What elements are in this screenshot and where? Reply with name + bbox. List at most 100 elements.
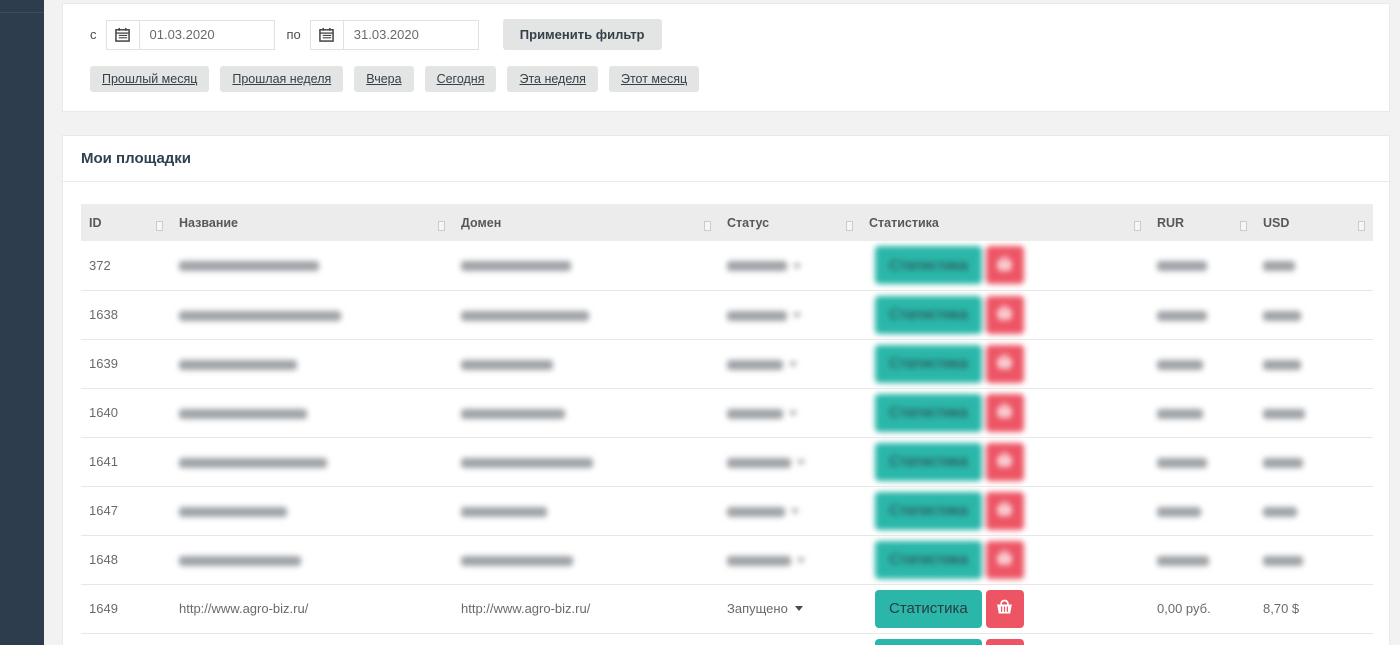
redacted-status [727,307,801,322]
date-from-input[interactable] [138,19,275,50]
redacted-status-bar [727,359,783,370]
redacted-rur [1157,457,1207,468]
table-row-partial: Статистика [81,633,1373,645]
cell-domain [453,290,719,340]
sort-icon[interactable] [846,221,853,231]
cell-id: 1640 [81,388,171,438]
cell-id: 1647 [81,486,171,536]
redacted-rur [1157,408,1203,419]
quick-range-button[interactable]: Прошлая неделя [220,66,344,92]
date-filter-panel: с по [62,3,1390,112]
column-header-label: Статистика [869,215,939,230]
delete-site-button[interactable] [985,491,1024,530]
column-header-домен[interactable]: Домен [453,204,719,241]
statistics-button[interactable]: Статистика [875,344,982,383]
cell-rur: 0,00 руб. [1149,584,1255,634]
cell-statistics: Статистика [861,535,1149,585]
cell-domain [453,339,719,389]
statistics-button[interactable]: Статистика [875,589,982,628]
sort-icon[interactable] [1240,221,1247,231]
cell-status [719,535,861,585]
cell-name [171,486,453,536]
redacted-status [727,405,797,420]
calendar-icon[interactable] [105,19,139,50]
delete-site-button[interactable] [985,540,1024,579]
basket-icon [995,550,1014,569]
column-header-inner: Название [179,214,445,231]
delete-site-button[interactable] [985,393,1024,432]
cell-name [171,535,453,585]
panel-title: Мои площадки [81,150,192,167]
statistics-button[interactable]: Статистика [875,246,982,285]
cell-domain [453,388,719,438]
delete-site-button[interactable] [985,442,1024,481]
cell-statistics: Статистика [861,388,1149,438]
cell-status [719,388,861,438]
sort-icon[interactable] [1358,221,1365,231]
apply-filter-button[interactable]: Применить фильтр [502,19,662,50]
column-header-inner: RUR [1157,214,1247,231]
sort-icon[interactable] [438,221,445,231]
cell-domain [453,437,719,487]
panel-body: ID Название Домен Статус Статистика RUR USD 37… [63,182,1389,645]
statistics-button[interactable]: Статистика [875,442,982,481]
cell-status: Запущено [719,584,861,634]
row-actions: Статистика [875,540,1024,579]
cell-statistics: Статистика [861,241,1149,291]
date-to-input[interactable] [342,19,479,50]
basket-icon [995,354,1014,373]
cell-rur [1149,388,1255,438]
status-dropdown[interactable]: Запущено [727,601,803,616]
redacted-domain [461,310,589,321]
delete-site-button[interactable] [985,589,1024,628]
column-header-статистика[interactable]: Статистика [861,204,1149,241]
delete-site-button[interactable] [985,638,1024,645]
quick-range-button[interactable]: Эта неделя [507,66,598,92]
basket-icon [995,501,1014,520]
sort-icon[interactable] [156,221,163,231]
cell-status [719,486,861,536]
quick-range-button[interactable]: Вчера [354,66,414,92]
redacted-usd [1263,408,1305,419]
cell-id: 1639 [81,339,171,389]
cell-rur [1149,339,1255,389]
redacted-usd [1263,359,1301,370]
table-row: 1639 Статистика [81,339,1373,389]
row-actions: Статистика [875,246,1024,285]
cell-name: http://www.agro-biz.ru/ [171,584,453,634]
cell-rur [1149,241,1255,291]
statistics-button[interactable]: Статистика [875,393,982,432]
quick-range-button[interactable]: Этот месяц [608,66,700,92]
redacted-name [179,408,307,419]
quick-range-button[interactable]: Прошлый месяц [90,66,210,92]
column-header-статус[interactable]: Статус [719,204,861,241]
redacted-status-bar [727,506,785,517]
date-to-label: по [286,27,301,42]
redacted-status-bar [727,555,791,566]
column-header-id[interactable]: ID [81,204,171,241]
cell-name [171,437,453,487]
row-actions: Статистика [875,295,1024,334]
statistics-button[interactable]: Статистика [875,491,982,530]
column-header-inner: Статистика [869,214,1141,231]
caret-down-icon [789,411,797,417]
delete-site-button[interactable] [985,246,1024,285]
cell-rur [1149,535,1255,585]
quick-range-button[interactable]: Сегодня [424,66,497,92]
quick-range-row: Прошлый месяц Прошлая неделя Вчера Сегодня Э… [90,66,1374,92]
delete-site-button[interactable] [985,344,1024,383]
statistics-button[interactable]: Статистика [875,540,982,579]
redacted-status [727,258,801,273]
delete-site-button[interactable] [985,295,1024,334]
cell [171,633,453,645]
sort-icon[interactable] [704,221,711,231]
column-header-rur[interactable]: RUR [1149,204,1255,241]
column-header-usd[interactable]: USD [1255,204,1373,241]
redacted-name [179,310,341,321]
column-header-название[interactable]: Название [171,204,453,241]
statistics-button[interactable]: Статистика [875,638,982,645]
cell-status [719,437,861,487]
statistics-button[interactable]: Статистика [875,295,982,334]
sort-icon[interactable] [1134,221,1141,231]
calendar-icon[interactable] [309,19,343,50]
